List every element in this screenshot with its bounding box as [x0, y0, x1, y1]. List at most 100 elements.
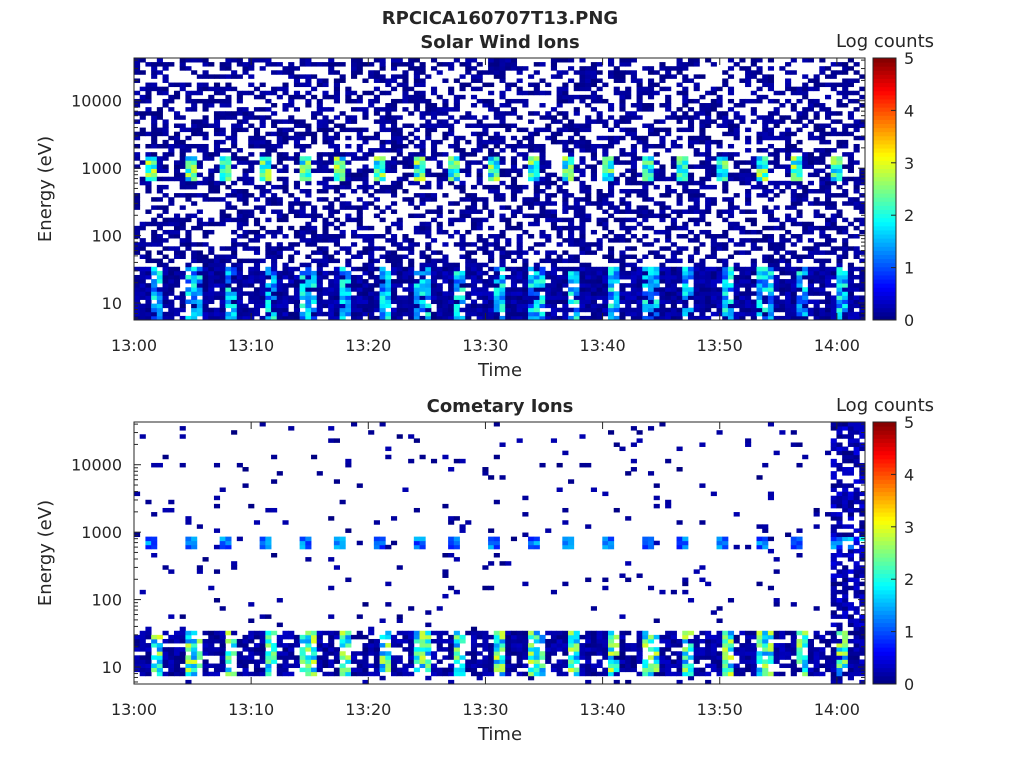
heatmap-cell [727, 66, 735, 71]
heatmap-cell [636, 291, 643, 296]
heatmap-cell [819, 291, 826, 296]
heatmap-cell [790, 242, 797, 247]
heatmap-cell [219, 103, 226, 108]
heatmap-cell [219, 176, 226, 182]
heatmap-cell [722, 283, 729, 288]
heatmap-cell [253, 291, 261, 296]
heatmap-cell [156, 655, 163, 660]
heatmap-cell [436, 270, 443, 276]
heatmap-cell [265, 295, 272, 300]
heatmap-cell [670, 270, 677, 276]
heatmap-cell [625, 303, 632, 309]
heatmap-cell [465, 193, 472, 198]
heatmap-cell [430, 258, 438, 264]
heatmap-cell [539, 189, 546, 194]
heatmap-cell [316, 262, 323, 268]
heatmap-cell [379, 127, 386, 133]
heatmap-cell [533, 193, 540, 198]
heatmap-cell [830, 205, 837, 210]
heatmap-cell [585, 70, 592, 75]
heatmap-cell [465, 250, 472, 255]
heatmap-cell [802, 184, 809, 190]
heatmap-cell [796, 283, 803, 288]
heatmap-cell [362, 176, 369, 182]
heatmap-cell [425, 98, 432, 104]
heatmap-cell [522, 303, 529, 309]
heatmap-cell [545, 311, 552, 317]
heatmap-cell [242, 197, 249, 202]
heatmap-cell [785, 213, 792, 219]
heatmap-cell [236, 107, 243, 112]
heatmap-cell [619, 119, 626, 124]
heatmap-cell [676, 250, 683, 255]
heatmap-cell [705, 139, 712, 145]
heatmap-cell [670, 221, 677, 227]
heatmap-cell [356, 197, 363, 202]
heatmap-cell [425, 246, 432, 251]
heatmap-cell [293, 152, 301, 157]
heatmap-cell [351, 176, 358, 182]
heatmap-cell [448, 66, 455, 71]
heatmap-cell [642, 148, 649, 153]
heatmap-cell [505, 205, 512, 210]
heatmap-cell [779, 164, 786, 169]
heatmap-cell [642, 217, 649, 223]
heatmap-cell [345, 201, 352, 206]
heatmap-cell [539, 90, 546, 96]
heatmap-cell [368, 270, 375, 276]
heatmap-cell [722, 156, 729, 161]
heatmap-cell [156, 667, 163, 673]
heatmap-cell [659, 299, 666, 305]
heatmap-cell [510, 291, 518, 296]
heatmap-cell [590, 315, 597, 321]
heatmap-cell [351, 152, 358, 157]
heatmap-cell [676, 66, 683, 71]
heatmap-cell [836, 103, 843, 108]
heatmap-cell [413, 66, 420, 71]
heatmap-cell [762, 287, 769, 292]
heatmap-cell [202, 303, 209, 309]
heatmap-cell [236, 283, 243, 288]
heatmap-cell [396, 307, 403, 313]
heatmap-cell [470, 225, 478, 231]
heatmap-cell [505, 299, 512, 305]
heatmap-cell [579, 250, 586, 255]
heatmap-cell [682, 74, 689, 79]
heatmap-cell [219, 86, 226, 92]
heatmap-cell [516, 209, 523, 214]
heatmap-cell [242, 156, 249, 161]
heatmap-cell [202, 258, 209, 264]
heatmap-cell [847, 221, 854, 227]
heatmap-cell [630, 225, 637, 231]
heatmap-cell [579, 135, 586, 141]
heatmap-cell [522, 229, 529, 235]
heatmap-cell [568, 98, 575, 104]
heatmap-cell [151, 123, 158, 128]
heatmap-cell [796, 287, 803, 292]
heatmap-cell [665, 205, 672, 210]
heatmap-cell [573, 315, 580, 321]
heatmap-cell [528, 213, 535, 219]
heatmap-cell [573, 274, 580, 280]
heatmap-cell [191, 184, 198, 190]
heatmap-cell [453, 287, 460, 292]
heatmap-cell [756, 307, 763, 313]
heatmap-cell [722, 229, 729, 235]
heatmap-cell [608, 311, 615, 317]
heatmap-cell [528, 201, 535, 206]
heatmap-cell [819, 234, 826, 239]
heatmap-cell [710, 283, 717, 288]
heatmap-cell [573, 94, 580, 100]
heatmap-cell [173, 131, 181, 137]
heatmap-cell [619, 221, 626, 227]
heatmap-cell [179, 86, 186, 92]
heatmap-cell [276, 246, 283, 251]
heatmap-cell [687, 176, 695, 182]
heatmap-cell [585, 287, 592, 292]
heatmap-cell [248, 90, 255, 96]
heatmap-cell [419, 279, 426, 284]
heatmap-cell [385, 90, 392, 96]
heatmap-cell [236, 176, 243, 182]
heatmap-cell [505, 295, 512, 300]
heatmap-cell [145, 209, 152, 214]
